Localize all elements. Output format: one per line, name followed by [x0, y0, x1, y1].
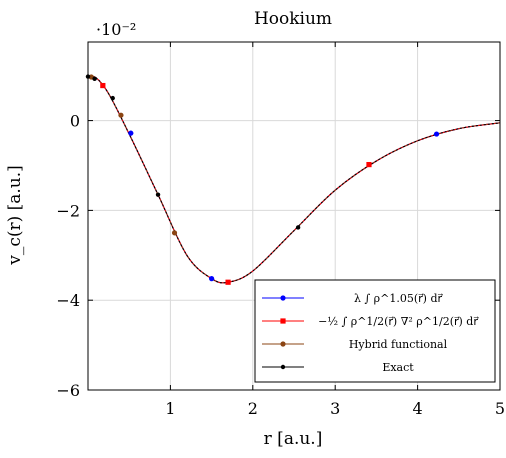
series-2-point — [366, 161, 372, 168]
y-tick-label: −6 — [56, 381, 80, 400]
x-tick-label: 1 — [165, 399, 175, 418]
x-tick-label: 5 — [495, 399, 505, 418]
series-1-point — [209, 276, 215, 282]
series-1-point — [128, 130, 134, 136]
series-2-point — [225, 279, 231, 285]
plot-area-frame — [87, 41, 501, 391]
series-4-point — [295, 225, 301, 230]
x-axis-title: r [a.u.] — [264, 429, 323, 449]
legend-label-3: Hybrid functional — [349, 338, 448, 351]
y-tick-label: −2 — [56, 201, 80, 220]
series-markers — [85, 74, 440, 285]
series-line-2 — [87, 75, 501, 284]
legend-marker-1 — [280, 295, 286, 301]
axis-ticks: 1 2 3 4 5 −6 −4 −2 0 — [56, 42, 505, 418]
series-line-1 — [87, 75, 501, 284]
series-3-point — [118, 112, 124, 118]
legend-marker-3 — [280, 341, 286, 347]
series-2-point — [100, 82, 106, 89]
y-scale-label: ·10⁻² — [96, 20, 136, 39]
series-4-point — [110, 95, 115, 101]
series-4-point — [155, 192, 161, 197]
series-3-point — [171, 230, 178, 236]
chart-title: Hookium — [254, 9, 332, 29]
series-line-3 — [87, 75, 501, 284]
legend-label-1: λ ∫ ρ^1.05(r⃗) dr⃗ — [354, 292, 443, 305]
y-tick-label: −4 — [56, 291, 80, 310]
x-tick-label: 4 — [413, 399, 423, 418]
legend-marker-4 — [280, 364, 286, 370]
series-lines — [87, 75, 501, 284]
series-line-4 — [87, 75, 501, 284]
series-4-point — [92, 76, 97, 82]
legend-label-2: −½ ∫ ρ^1/2(r⃗) ∇² ρ^1/2(r⃗) dr⃗ — [318, 315, 479, 328]
x-tick-label: 2 — [248, 399, 258, 418]
legend: λ ∫ ρ^1.05(r⃗) dr⃗ −½ ∫ ρ^1/2(r⃗) ∇² ρ^1/… — [254, 279, 496, 383]
y-axis-title: v_c(r) [a.u.] — [5, 165, 25, 266]
legend-label-4: Exact — [382, 361, 414, 374]
x-tick-label: 3 — [330, 399, 340, 418]
legend-marker-2 — [280, 318, 286, 324]
series-1-point — [433, 131, 440, 137]
y-tick-label: 0 — [70, 112, 80, 131]
legend-box — [254, 279, 496, 383]
